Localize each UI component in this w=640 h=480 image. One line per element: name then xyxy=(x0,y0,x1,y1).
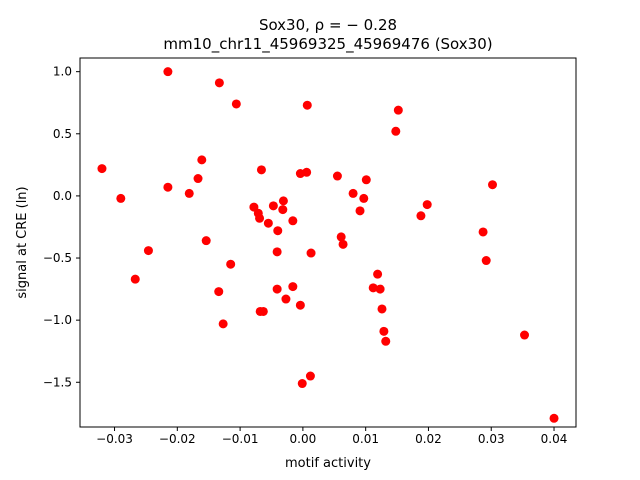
x-tick-label: 0.02 xyxy=(415,432,442,446)
data-point xyxy=(416,211,426,221)
chart-title-line1: Sox30, ρ = − 0.28 xyxy=(259,16,397,34)
data-point xyxy=(393,105,403,115)
data-point xyxy=(359,193,369,203)
y-tick-label: −1.0 xyxy=(43,313,72,327)
x-tick-label: −0.03 xyxy=(96,432,133,446)
x-tick-label: 0.04 xyxy=(541,432,568,446)
data-point xyxy=(488,180,497,190)
data-point xyxy=(288,216,298,226)
data-point xyxy=(302,100,312,110)
data-point xyxy=(116,193,126,203)
chart-title-line2: mm10_chr11_45969325_45969476 (Sox30) xyxy=(163,35,492,54)
data-point xyxy=(368,283,378,293)
data-point xyxy=(214,78,224,88)
data-point xyxy=(478,227,488,237)
data-point xyxy=(377,304,387,314)
data-point xyxy=(143,246,153,256)
data-point xyxy=(549,413,559,423)
x-tick-label: 0.00 xyxy=(290,432,317,446)
data-point xyxy=(295,300,305,310)
data-point xyxy=(130,274,140,284)
y-tick-label: 1.0 xyxy=(53,65,72,79)
data-point xyxy=(288,282,298,292)
x-tick-label: 0.01 xyxy=(352,432,379,446)
data-point xyxy=(520,330,530,340)
x-tick-label: −0.01 xyxy=(222,432,259,446)
data-point xyxy=(278,205,288,215)
data-point xyxy=(268,201,278,211)
points-layer xyxy=(97,67,559,423)
plot-frame xyxy=(79,57,577,428)
data-point xyxy=(305,371,315,381)
data-point xyxy=(272,247,282,257)
y-axis-label: signal at CRE (ln) xyxy=(15,186,30,298)
data-point xyxy=(391,126,401,136)
data-point xyxy=(481,256,491,266)
data-point xyxy=(249,202,259,212)
data-point xyxy=(163,67,173,77)
data-point xyxy=(255,213,265,223)
data-point xyxy=(197,155,207,165)
data-point xyxy=(379,326,389,336)
x-tick-label: −0.02 xyxy=(159,432,196,446)
y-tick-label: −1.5 xyxy=(43,375,72,389)
data-point xyxy=(422,200,432,210)
data-point xyxy=(163,182,173,192)
y-axis-ticks: 1.0 0.5 0.0 −0.5 −1.0 −1.5 xyxy=(43,65,80,389)
data-point xyxy=(258,306,268,316)
data-point xyxy=(256,165,266,175)
data-point xyxy=(278,196,288,206)
x-axis-label: motif activity xyxy=(285,456,371,471)
data-point xyxy=(272,284,282,294)
data-point xyxy=(281,294,291,304)
data-point xyxy=(373,269,383,279)
data-point xyxy=(273,226,283,236)
data-point xyxy=(184,188,194,198)
data-point xyxy=(338,239,348,249)
data-point xyxy=(361,175,371,185)
data-point xyxy=(375,284,385,294)
y-tick-label: −0.5 xyxy=(43,251,72,265)
data-point xyxy=(336,232,346,242)
data-point xyxy=(218,319,228,329)
data-point xyxy=(306,248,316,258)
x-tick-label: 0.03 xyxy=(478,432,505,446)
data-point xyxy=(193,174,203,184)
data-point xyxy=(297,379,307,389)
y-tick-label: 0.5 xyxy=(53,127,72,141)
x-axis-ticks: −0.03 −0.02 −0.01 0.00 0.01 0.02 0.03 0.04 xyxy=(96,427,567,446)
data-point xyxy=(355,206,365,216)
data-point xyxy=(332,171,342,181)
data-point xyxy=(263,218,273,228)
y-tick-label: 0.0 xyxy=(53,189,72,203)
data-point xyxy=(97,164,107,174)
data-point xyxy=(231,99,241,109)
data-point xyxy=(214,287,224,297)
data-point xyxy=(226,259,236,269)
data-point xyxy=(348,188,358,198)
data-point xyxy=(302,167,312,177)
data-point xyxy=(201,236,211,246)
data-point xyxy=(381,336,391,346)
